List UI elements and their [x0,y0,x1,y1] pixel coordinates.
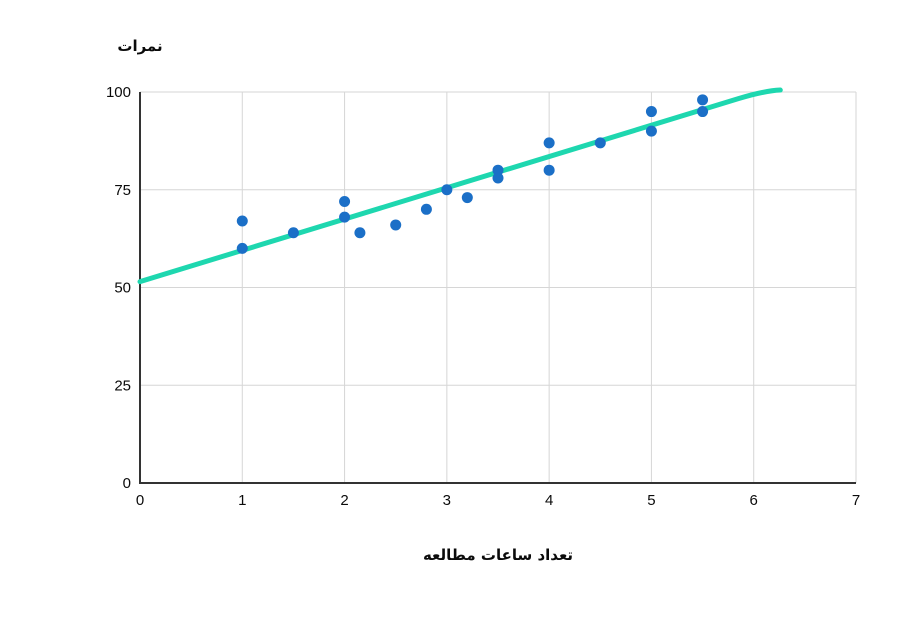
y-tick-label: 50 [114,280,131,297]
x-tick-label: 4 [545,492,553,509]
data-point [236,215,248,227]
x-tick-label: 3 [443,492,451,509]
data-point [645,106,657,118]
x-tick-label: 2 [340,492,348,509]
data-point [645,125,657,137]
y-tick-label: 75 [114,182,131,199]
trend-line [137,87,783,285]
data-point [354,227,366,239]
data-point [492,172,504,184]
data-point [543,164,555,176]
y-tick-label: 100 [106,84,131,101]
data-point [441,184,453,196]
data-point [594,137,606,149]
y-tick-label: 25 [114,377,131,394]
data-point [236,242,248,254]
data-point [697,106,709,118]
x-tick-label: 5 [647,492,655,509]
data-point [697,94,709,106]
x-axis-title: تعداد ساعات مطالعه [422,546,574,564]
y-tick-label: 0 [123,475,131,492]
data-point [390,219,402,231]
x-tick-label: 6 [750,492,758,509]
x-tick-label: 0 [136,492,144,509]
data-point [287,227,299,239]
data-point [420,203,432,215]
data-point [492,164,504,176]
y-axis-title: نمرات [117,37,163,55]
x-tick-label: 7 [852,492,860,509]
data-point [543,137,555,149]
data-point [461,192,473,204]
data-point [339,195,351,207]
data-point [339,211,351,223]
x-tick-label: 1 [238,492,246,509]
